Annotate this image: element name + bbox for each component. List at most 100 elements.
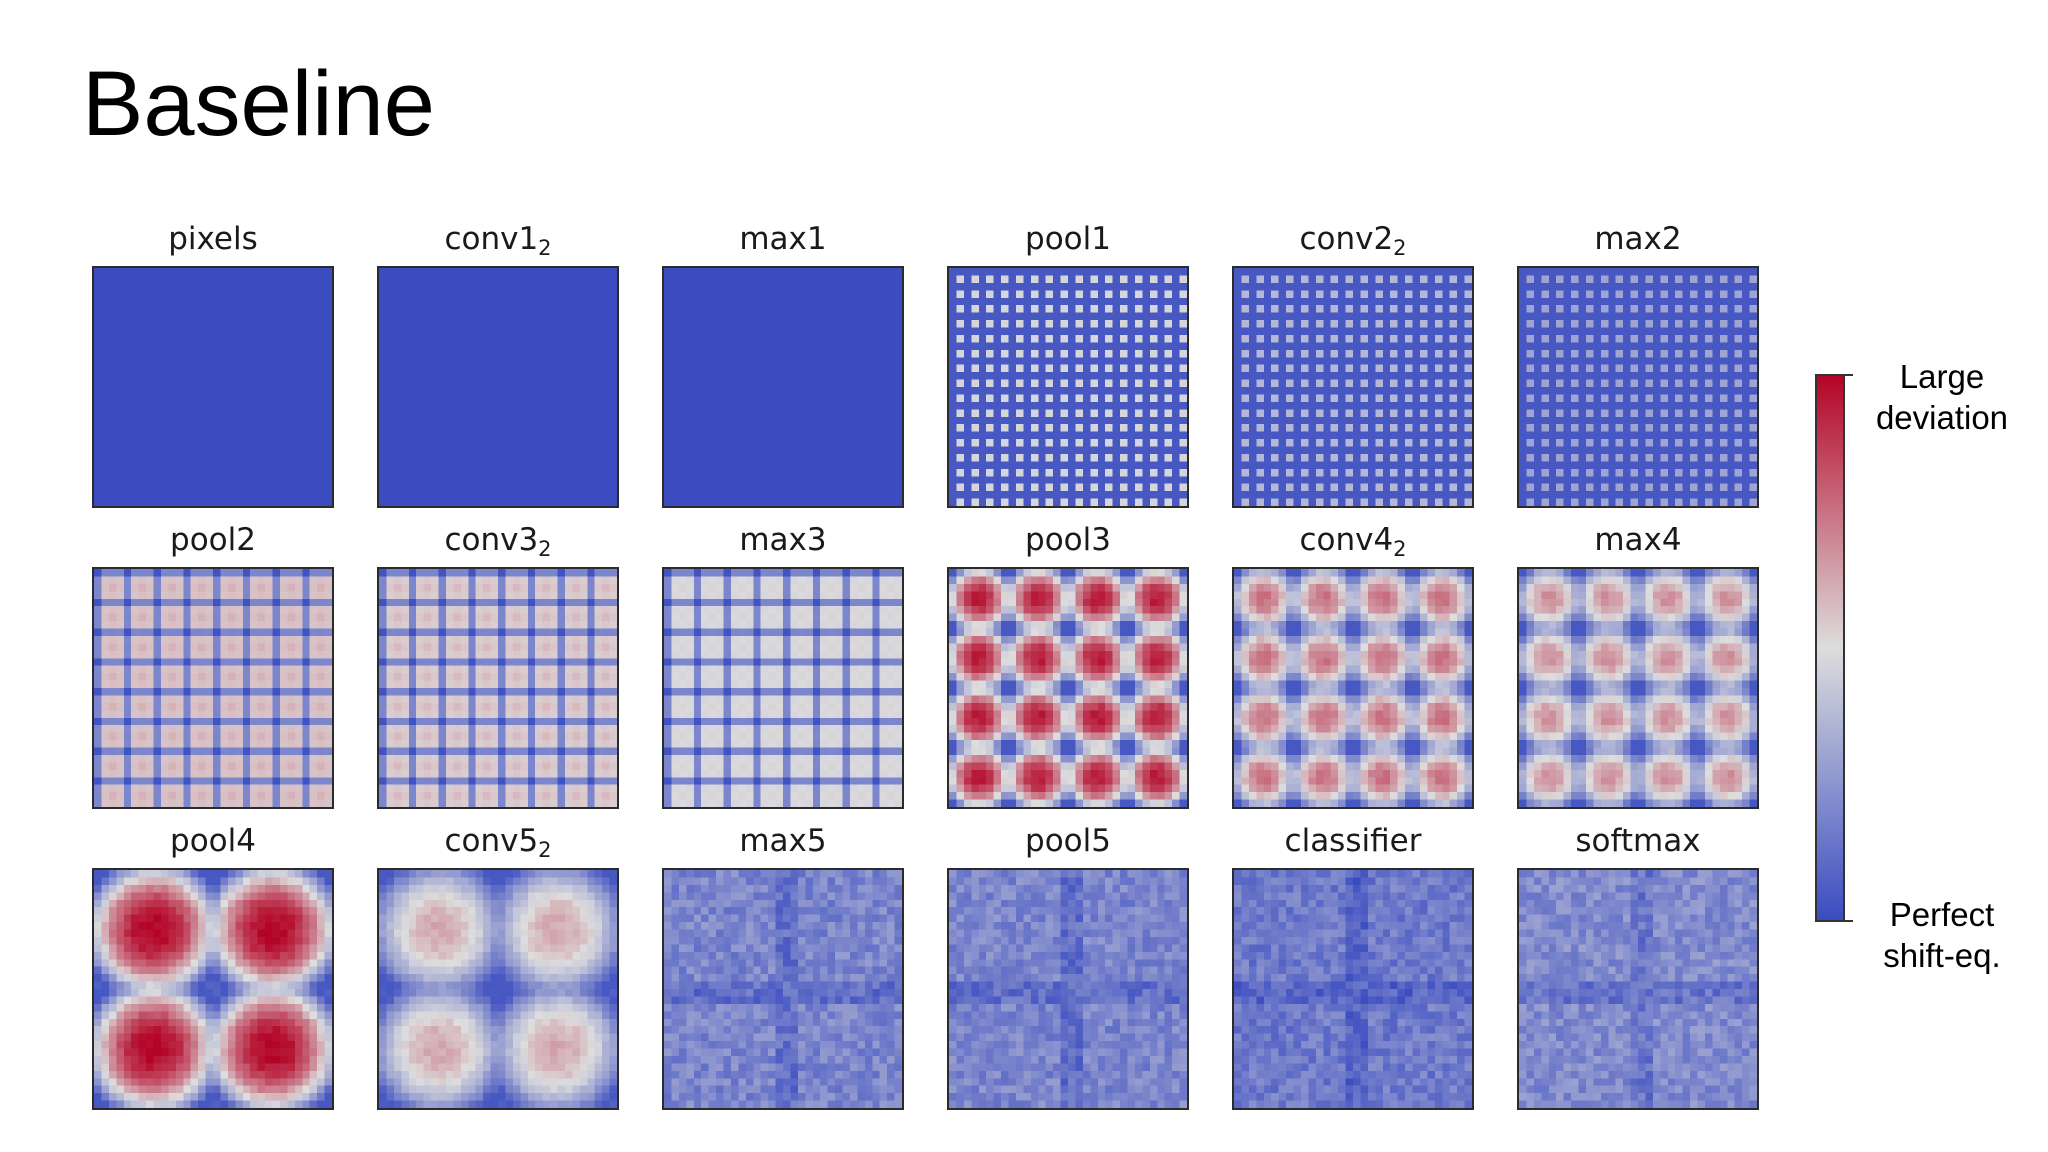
- heatmap-cell: [227, 569, 236, 577]
- heatmap-cell: [386, 673, 395, 681]
- heatmap-cell: [1727, 372, 1735, 380]
- heatmap-cell: [1023, 409, 1031, 417]
- heatmap-cell: [1434, 498, 1443, 506]
- heatmap-cell: [1323, 424, 1331, 432]
- heatmap-max2: [1517, 266, 1759, 508]
- heatmap-cell: [1533, 461, 1542, 469]
- heatmap-cell: [235, 769, 243, 778]
- heatmap-cell: [1419, 342, 1428, 350]
- heatmap-cell: [160, 762, 169, 770]
- heatmap-cell: [609, 628, 617, 637]
- heatmap-cell: [227, 784, 236, 793]
- heatmap-cell: [527, 643, 536, 651]
- heatmap-cell: [1256, 401, 1264, 410]
- heatmap-cell: [1367, 491, 1376, 499]
- heatmap-cell: [1315, 491, 1324, 499]
- heatmap-cell: [1712, 312, 1720, 321]
- heatmap-cell: [309, 769, 318, 778]
- heatmap-cell: [1533, 349, 1542, 358]
- heatmap-cell: [287, 583, 295, 592]
- heatmap-cell: [1008, 498, 1017, 506]
- heatmap-cell: [1526, 476, 1535, 484]
- heatmap-cell: [1075, 305, 1084, 313]
- heatmap-cell: [1241, 476, 1250, 484]
- heatmap-cell: [1593, 431, 1601, 440]
- heatmap-cell: [272, 591, 281, 599]
- heatmap-cell: [101, 650, 110, 659]
- heatmap-cell: [257, 740, 266, 748]
- heatmap-cell: [1300, 327, 1309, 336]
- heatmap-cell: [190, 710, 199, 718]
- heatmap-cell: [1667, 349, 1676, 358]
- heatmap-cell: [1533, 476, 1542, 484]
- heatmap-cell: [1645, 468, 1654, 477]
- heatmap-cell: [1630, 268, 1639, 276]
- heatmap-cell: [386, 747, 395, 756]
- heatmap-cell: [453, 695, 461, 704]
- heatmap-cell: [279, 598, 288, 607]
- heatmap-cell: [101, 740, 110, 748]
- heatmap-cell: [1526, 349, 1535, 358]
- heatmap-cell: [1271, 416, 1279, 425]
- heatmap-cell: [1286, 334, 1294, 343]
- heatmap-cell: [1234, 349, 1242, 358]
- heatmap-cell: [1234, 468, 1242, 477]
- heatmap-cell: [1278, 498, 1287, 506]
- heatmap-cell: [1338, 334, 1346, 343]
- heatmap-cell: [1585, 498, 1594, 506]
- heatmap-cell: [557, 643, 566, 651]
- heatmap-cell: [1427, 431, 1435, 440]
- heatmap-cell: [1719, 275, 1728, 284]
- heatmap-cell: [1434, 364, 1443, 373]
- heatmap-cell: [1338, 312, 1346, 321]
- heatmap-cell: [1397, 312, 1406, 321]
- heatmap-cell: [1412, 290, 1421, 298]
- heatmap-cell: [1278, 349, 1287, 358]
- heatmap-cell: [101, 628, 110, 637]
- heatmap-cell: [257, 673, 266, 681]
- heatmap-cell: [564, 762, 573, 770]
- heatmap-cell: [1427, 372, 1435, 380]
- heatmap-cell: [1234, 424, 1242, 432]
- heatmap-cell: [1345, 357, 1354, 365]
- heatmap-cell: [1330, 357, 1339, 365]
- heatmap-cell: [949, 349, 957, 358]
- heatmap-cell: [294, 732, 303, 741]
- heatmap-cell: [1541, 342, 1549, 350]
- heatmap-cell: [1241, 282, 1250, 291]
- heatmap-cell: [213, 569, 221, 577]
- heatmap-cell: [235, 688, 243, 696]
- heatmap-cell: [153, 635, 162, 644]
- heatmap-cell: [309, 576, 318, 585]
- heatmap-cell: [1234, 446, 1242, 455]
- heatmap-cell: [1278, 461, 1287, 469]
- heatmap-cell: [1082, 327, 1091, 336]
- heatmap-cell: [1030, 342, 1039, 350]
- heatmap-cell: [1427, 357, 1435, 365]
- heatmap-cell: [505, 591, 514, 599]
- heatmap-cell: [1419, 379, 1428, 388]
- heatmap-cell: [594, 747, 603, 756]
- heatmap-cell: [1068, 372, 1076, 380]
- heatmap-cell: [257, 710, 266, 718]
- heatmap-cell: [498, 621, 506, 629]
- heatmap-cell: [1623, 372, 1631, 380]
- heatmap-cell: [1263, 431, 1272, 440]
- heatmap-cell: [1623, 424, 1631, 432]
- heatmap-cell: [1263, 290, 1272, 298]
- heatmap-cell: [1293, 498, 1302, 506]
- heatmap-cell: [1645, 491, 1654, 499]
- heatmap-cell: [324, 784, 332, 793]
- heatmap-cell: [408, 569, 417, 577]
- heatmap-cell: [1382, 491, 1391, 499]
- heatmap-cell: [445, 725, 454, 733]
- heatmap-cell: [386, 688, 395, 696]
- heatmap-cell: [1405, 461, 1413, 469]
- heatmap-cell: [1556, 491, 1564, 499]
- heatmap-cell: [294, 710, 303, 718]
- heatmap-cell: [131, 665, 139, 674]
- heatmap-cell: [490, 650, 499, 659]
- heatmap-cell: [1360, 268, 1369, 276]
- heatmap-cell: [1585, 290, 1594, 298]
- heatmap-cell: [468, 747, 476, 756]
